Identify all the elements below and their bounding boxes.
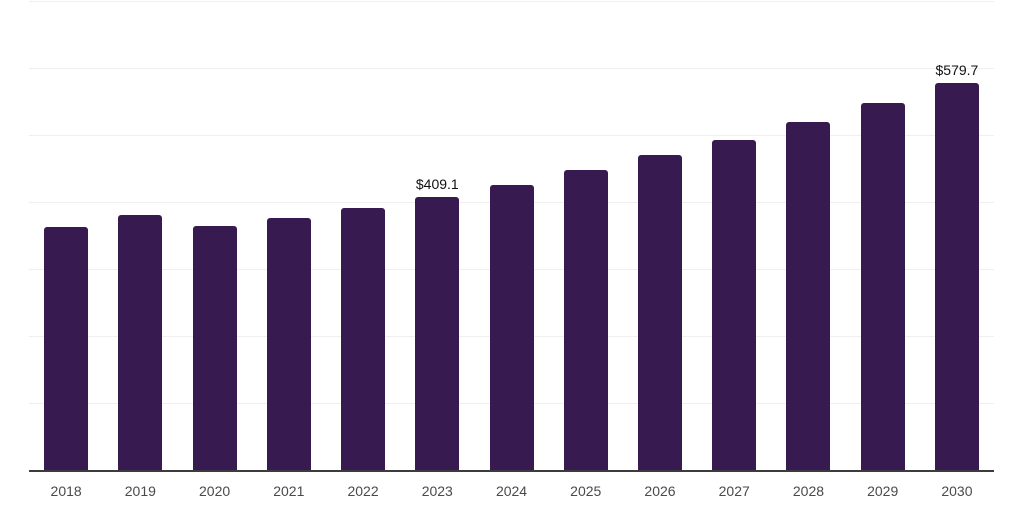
bar-value-label-2030: $579.7 [935, 61, 979, 78]
x-tick-label-2024: 2024 [495, 483, 528, 499]
bar-2018 [44, 227, 89, 471]
bar-slot-2026 [623, 2, 697, 471]
x-tick-label-2019: 2019 [124, 483, 156, 499]
x-tick-label-2018: 2018 [50, 483, 82, 499]
bar-slot-2023: $409.1 [400, 2, 474, 471]
bar-slot-2022 [326, 2, 400, 471]
gridline-500 [29, 135, 994, 136]
bar-2027 [712, 139, 757, 471]
x-tick-label-2027: 2027 [718, 483, 750, 499]
bar-slot-2020 [177, 2, 251, 471]
bar-slot-2021 [252, 2, 326, 471]
x-tick-label-2020: 2020 [199, 483, 231, 499]
bar-2029 [860, 102, 905, 471]
bar-value-label-2023: $409.1 [415, 175, 459, 192]
x-tick-label-2030: 2030 [941, 483, 973, 499]
bar-slot-2018 [29, 2, 103, 471]
bar-slot-2029 [846, 2, 920, 471]
x-tick-label-2025: 2025 [570, 483, 602, 499]
bar-2020 [192, 225, 237, 471]
x-axis-line [29, 470, 994, 472]
x-tick-label-2026: 2026 [644, 483, 676, 499]
x-tick-label-2028: 2028 [792, 483, 825, 499]
bar-slot-2027 [697, 2, 771, 471]
x-axis-tick-labels: 2018 2019 2020 2021 2022 2023 2024 2025 2026 2027… [29, 484, 994, 498]
bar-slot-2028 [771, 2, 845, 471]
bar-2019 [118, 214, 163, 471]
plot-area: $409.1 $579.7 [29, 1, 994, 472]
bar-2023 [415, 196, 460, 471]
bar-2030 [934, 82, 979, 471]
bar-2026 [637, 155, 682, 471]
gridline-600 [29, 68, 994, 69]
bar-slot-2024 [474, 2, 548, 471]
bar-2021 [266, 217, 311, 471]
bars-group: $409.1 $579.7 [29, 2, 994, 471]
bar-2024 [489, 184, 534, 471]
bar-slot-2030: $579.7 [920, 2, 994, 471]
x-tick-label-2022: 2022 [347, 483, 379, 499]
bar-2025 [563, 169, 608, 471]
bar-slot-2019 [103, 2, 177, 471]
bar-2028 [786, 121, 831, 471]
bar-slot-2025 [549, 2, 623, 471]
x-tick-label-2021: 2021 [273, 483, 305, 499]
x-tick-label-2029: 2029 [867, 483, 899, 499]
gridline-700 [29, 1, 994, 2]
x-tick-label-2023: 2023 [421, 483, 453, 499]
bar-2022 [341, 208, 386, 471]
